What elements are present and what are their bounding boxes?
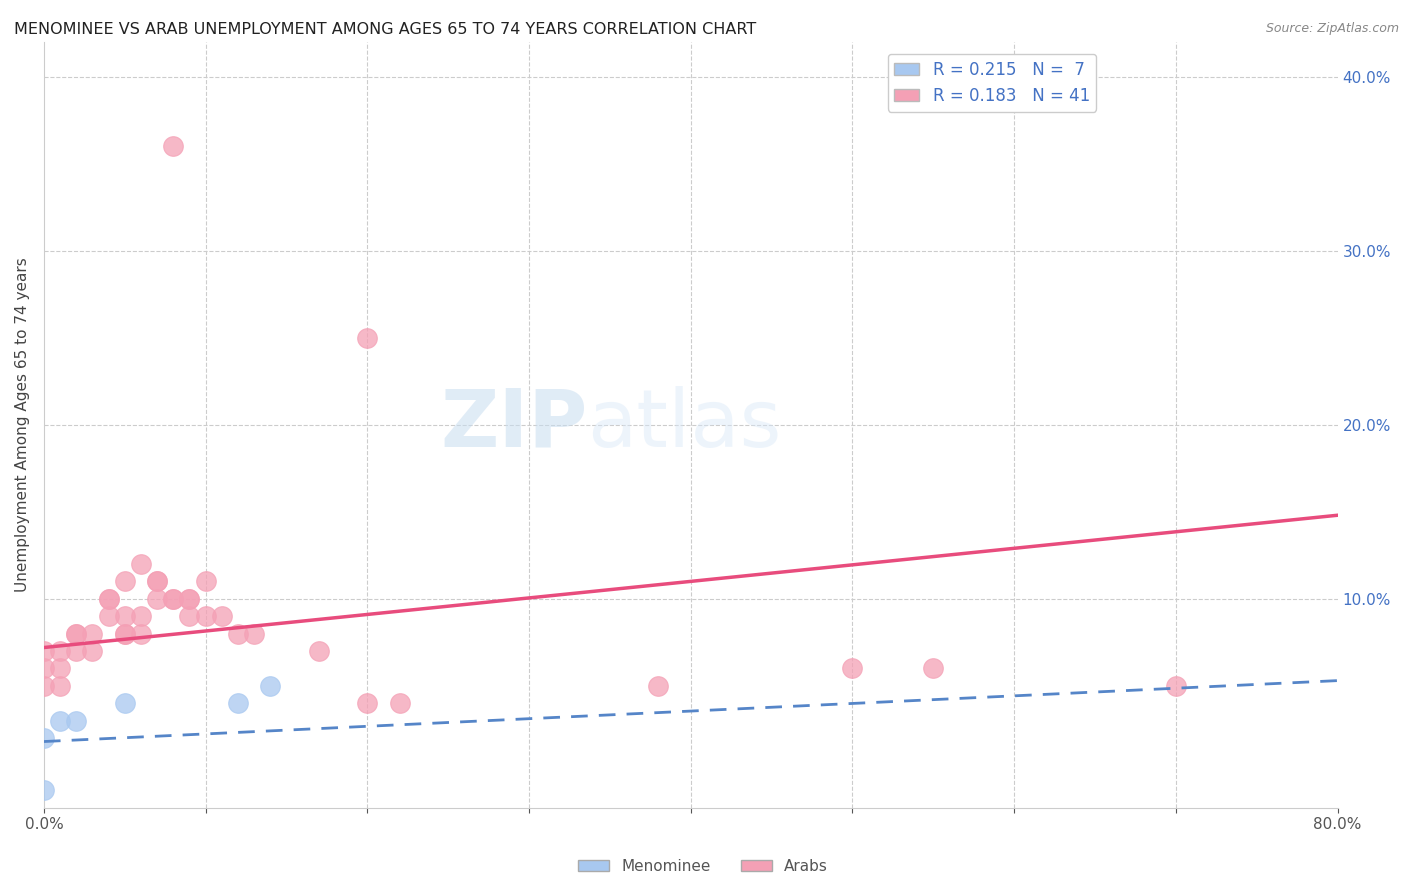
Point (162, 591, 184, 606)
Point (308, 644, 330, 658)
Point (49, 714, 72, 728)
Y-axis label: Unemployment Among Ages 65 to 74 years: Unemployment Among Ages 65 to 74 years (15, 258, 30, 592)
Point (356, 696, 378, 710)
Text: MENOMINEE VS ARAB UNEMPLOYMENT AMONG AGES 65 TO 74 YEARS CORRELATION CHART: MENOMINEE VS ARAB UNEMPLOYMENT AMONG AGE… (14, 22, 756, 37)
Text: ZIP: ZIP (440, 385, 588, 464)
Point (114, 626, 136, 640)
Point (49, 661, 72, 675)
Point (922, 661, 945, 675)
Point (194, 609, 217, 624)
Point (243, 626, 266, 640)
Point (49, 644, 72, 658)
Point (179, 591, 201, 606)
Point (647, 679, 669, 693)
Point (97, 591, 120, 606)
Point (32, 731, 55, 745)
Point (226, 626, 249, 640)
Text: Source: ZipAtlas.com: Source: ZipAtlas.com (1265, 22, 1399, 36)
Point (32, 783, 55, 797)
Point (194, 574, 217, 589)
Point (65, 626, 87, 640)
Point (1164, 679, 1187, 693)
Text: atlas: atlas (588, 385, 782, 464)
Point (226, 696, 249, 710)
Point (114, 696, 136, 710)
Point (82, 626, 104, 640)
Point (146, 591, 169, 606)
Legend: R = 0.215   N =  7, R = 0.183   N = 41: R = 0.215 N = 7, R = 0.183 N = 41 (887, 54, 1097, 112)
Point (49, 679, 72, 693)
Point (162, 591, 184, 606)
Point (146, 574, 169, 589)
Point (146, 574, 169, 589)
Point (162, 139, 184, 153)
Point (211, 609, 233, 624)
Point (129, 609, 152, 624)
Point (129, 626, 152, 640)
Point (97, 591, 120, 606)
Point (356, 331, 378, 345)
Point (179, 609, 201, 624)
Point (32, 644, 55, 658)
Point (97, 609, 120, 624)
Point (65, 644, 87, 658)
Point (114, 626, 136, 640)
Point (388, 696, 411, 710)
Point (114, 574, 136, 589)
Point (82, 644, 104, 658)
Point (841, 661, 863, 675)
Point (129, 557, 152, 571)
Point (65, 714, 87, 728)
Legend: Menominee, Arabs: Menominee, Arabs (572, 853, 834, 880)
Point (179, 591, 201, 606)
Point (32, 679, 55, 693)
Point (65, 626, 87, 640)
Point (259, 679, 281, 693)
Point (114, 609, 136, 624)
Point (32, 661, 55, 675)
